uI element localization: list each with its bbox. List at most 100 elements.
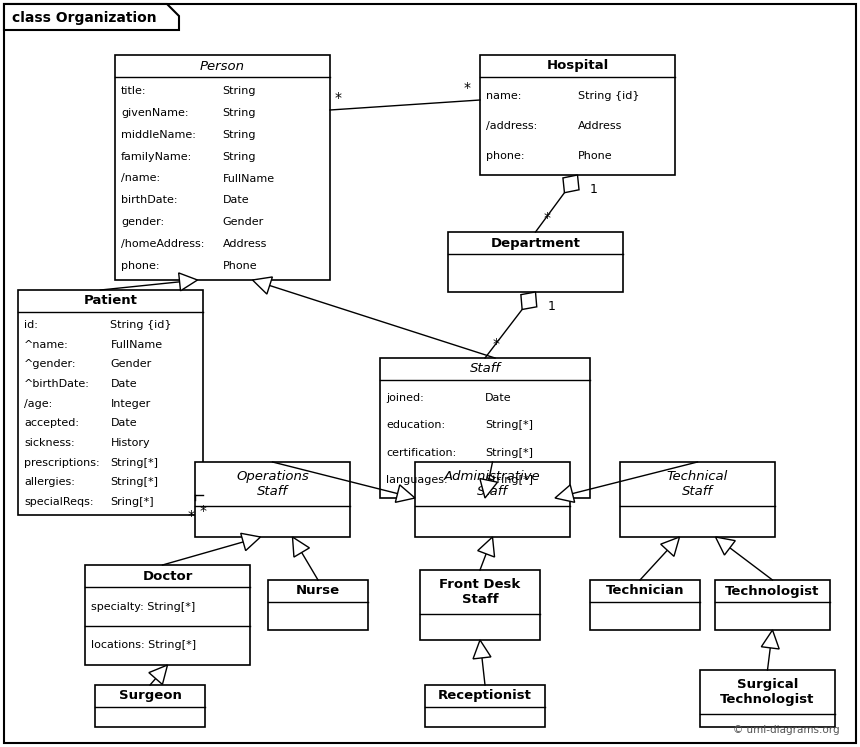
Text: joined:: joined: (386, 393, 424, 403)
Text: Gender: Gender (110, 359, 151, 369)
Polygon shape (761, 630, 779, 649)
Text: String: String (223, 108, 256, 118)
Bar (448, 232, 623, 292)
Text: Hospital: Hospital (546, 60, 609, 72)
Text: String[*]: String[*] (485, 475, 533, 485)
Text: Doctor: Doctor (142, 569, 193, 583)
Text: String[*]: String[*] (485, 447, 533, 458)
Text: Surgeon: Surgeon (119, 689, 181, 702)
Text: *: * (493, 337, 500, 351)
Text: languages:: languages: (386, 475, 447, 485)
Text: name:: name: (486, 91, 521, 102)
Text: familyName:: familyName: (121, 152, 193, 161)
Text: Operations
Staff: Operations Staff (237, 470, 309, 498)
Text: /address:: /address: (486, 121, 538, 131)
Polygon shape (521, 292, 537, 309)
Text: Technician: Technician (605, 584, 685, 598)
Text: allergies:: allergies: (24, 477, 75, 488)
Text: certification:: certification: (386, 447, 457, 458)
Text: String {id}: String {id} (578, 91, 639, 102)
Bar (715, 580, 830, 630)
Text: title:: title: (121, 86, 146, 96)
Polygon shape (253, 277, 273, 294)
Polygon shape (473, 640, 491, 659)
Polygon shape (4, 4, 179, 30)
Bar (620, 462, 775, 537)
Text: accepted:: accepted: (24, 418, 79, 428)
Text: String[*]: String[*] (110, 477, 158, 488)
Text: Gender: Gender (223, 217, 264, 227)
Text: Technical
Staff: Technical Staff (666, 470, 728, 498)
Text: String {id}: String {id} (110, 320, 172, 330)
Text: phone:: phone: (486, 151, 525, 161)
Text: *: * (464, 81, 471, 95)
Bar (95, 685, 205, 727)
Text: Address: Address (578, 121, 622, 131)
Text: sickness:: sickness: (24, 438, 75, 448)
Bar (415, 462, 570, 537)
Text: *: * (188, 509, 195, 523)
Text: FullName: FullName (223, 173, 274, 184)
Text: /homeAddress:: /homeAddress: (121, 239, 205, 249)
Text: id:: id: (24, 320, 38, 330)
Text: Technologist: Technologist (725, 584, 820, 598)
Text: 1: 1 (589, 183, 598, 196)
Polygon shape (292, 537, 310, 557)
Text: Patient: Patient (83, 294, 138, 308)
Polygon shape (396, 485, 415, 502)
Bar (195, 462, 350, 537)
Bar (480, 55, 675, 175)
Text: Administrative
Staff: Administrative Staff (444, 470, 541, 498)
Text: Phone: Phone (578, 151, 612, 161)
Polygon shape (149, 665, 168, 684)
Text: ^name:: ^name: (24, 340, 69, 350)
Text: © uml-diagrams.org: © uml-diagrams.org (734, 725, 840, 735)
Text: phone:: phone: (121, 261, 159, 271)
Text: *: * (200, 503, 207, 518)
Text: Sring[*]: Sring[*] (110, 498, 154, 507)
Text: Department: Department (490, 237, 580, 249)
Polygon shape (660, 537, 679, 557)
Text: FullName: FullName (110, 340, 163, 350)
Text: class Organization: class Organization (12, 11, 157, 25)
Bar (85, 565, 250, 665)
Text: middleName:: middleName: (121, 130, 196, 140)
Text: Staff: Staff (470, 362, 501, 376)
Text: education:: education: (386, 421, 445, 430)
Text: Date: Date (110, 418, 137, 428)
Text: History: History (110, 438, 150, 448)
Text: locations: String[*]: locations: String[*] (91, 640, 196, 651)
Text: String: String (223, 86, 256, 96)
Text: Person: Person (200, 60, 245, 72)
Text: String[*]: String[*] (110, 458, 158, 468)
Bar (268, 580, 368, 630)
Polygon shape (480, 479, 497, 498)
Text: givenName:: givenName: (121, 108, 188, 118)
Text: Front Desk
Staff: Front Desk Staff (439, 578, 520, 606)
Text: specialty: String[*]: specialty: String[*] (91, 601, 195, 612)
Polygon shape (477, 537, 494, 557)
Text: Phone: Phone (223, 261, 257, 271)
Polygon shape (241, 533, 261, 551)
Text: Receptionist: Receptionist (438, 689, 532, 702)
Text: specialReqs:: specialReqs: (24, 498, 94, 507)
Text: String: String (223, 152, 256, 161)
Bar (700, 670, 835, 727)
Bar (425, 685, 545, 727)
Polygon shape (716, 537, 735, 555)
Text: 1: 1 (548, 300, 556, 313)
Bar (590, 580, 700, 630)
Text: prescriptions:: prescriptions: (24, 458, 100, 468)
Text: birthDate:: birthDate: (121, 195, 177, 205)
Text: Nurse: Nurse (296, 584, 340, 598)
Text: Date: Date (223, 195, 249, 205)
Text: *: * (544, 211, 550, 225)
Polygon shape (179, 273, 198, 291)
Text: String[*]: String[*] (485, 421, 533, 430)
Text: Date: Date (485, 393, 512, 403)
Text: /age:: /age: (24, 399, 52, 409)
Text: Surgical
Technologist: Surgical Technologist (721, 678, 814, 706)
Text: ^gender:: ^gender: (24, 359, 77, 369)
Polygon shape (555, 485, 574, 502)
Text: *: * (335, 91, 342, 105)
